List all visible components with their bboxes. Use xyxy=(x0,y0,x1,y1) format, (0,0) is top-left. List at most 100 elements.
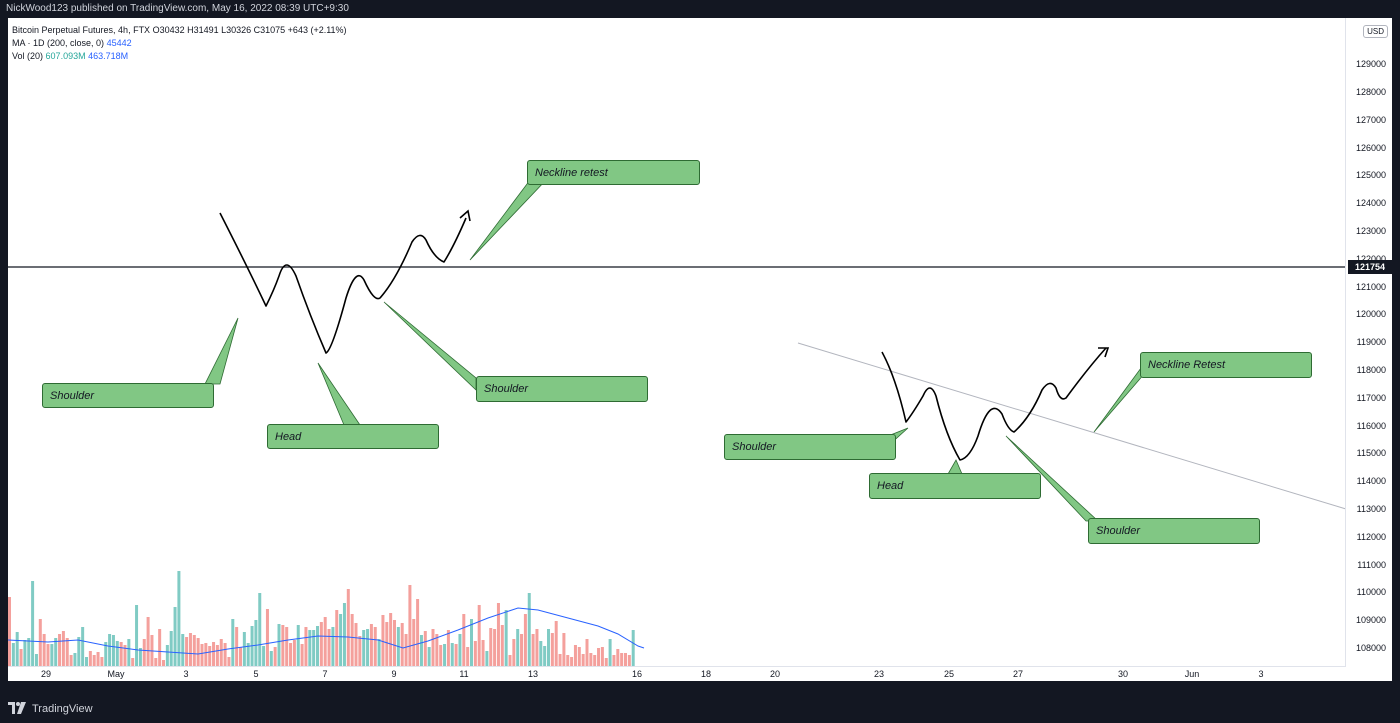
volume-bar xyxy=(462,614,466,667)
volume-bar xyxy=(181,634,185,667)
volume-bar xyxy=(342,603,346,667)
time-tick: 27 xyxy=(1012,669,1024,679)
volume-bar xyxy=(554,621,558,667)
volume-legend: Vol (20) 607.093M 463.718M xyxy=(12,50,347,63)
volume-bar xyxy=(277,624,281,667)
volume-bar xyxy=(73,653,77,667)
volume-bar xyxy=(177,571,181,667)
chart-area[interactable]: Bitcoin Perpetual Futures, 4h, FTX O3043… xyxy=(8,18,1392,681)
volume-bar xyxy=(496,603,500,667)
volume-bar xyxy=(512,639,516,667)
callout-shoulder-1[interactable]: Shoulder xyxy=(42,383,214,408)
volume-bar xyxy=(581,654,585,667)
volume-bar xyxy=(208,646,212,667)
arrow-head-icon xyxy=(1098,347,1110,358)
volume-bar xyxy=(262,646,266,667)
volume-bar xyxy=(123,645,127,667)
volume-bar xyxy=(593,655,597,667)
volume-bar xyxy=(239,647,242,667)
time-tick: 18 xyxy=(700,669,712,679)
volume-bar xyxy=(366,629,370,667)
volume-bar xyxy=(416,599,420,667)
volume-bar xyxy=(558,654,562,667)
volume-bar xyxy=(427,647,431,667)
callout-neckline-retest-2[interactable]: Neckline Retest xyxy=(1140,352,1312,378)
callout-pointer-neckline-1 xyxy=(469,179,547,261)
volume-bar xyxy=(408,585,412,667)
volume-bar xyxy=(316,626,319,667)
callout-neckline-retest-1[interactable]: Neckline retest xyxy=(527,160,700,185)
volume-bar xyxy=(215,645,219,667)
volume-bar xyxy=(304,627,308,667)
inverse-head-shoulders-drawing-1 xyxy=(219,212,467,354)
volume-ma-line xyxy=(8,607,645,655)
time-tick: 30 xyxy=(1117,669,1129,679)
price-tick: 126000 xyxy=(1355,143,1386,153)
volume-bar xyxy=(308,630,312,667)
volume-bar xyxy=(250,626,254,667)
chart-canvas[interactable] xyxy=(8,18,1392,681)
callout-shoulder-2[interactable]: Shoulder xyxy=(476,376,648,402)
currency-badge[interactable]: USD xyxy=(1363,25,1388,38)
volume-bar xyxy=(169,631,173,667)
volume-bar xyxy=(473,641,477,667)
volume-bar xyxy=(127,639,131,667)
callout-head-1[interactable]: Head xyxy=(267,424,439,449)
price-tick: 117000 xyxy=(1356,393,1386,403)
volume-bar xyxy=(458,634,462,667)
volume-bar xyxy=(31,581,35,667)
volume-bar xyxy=(265,609,269,667)
volume-bar xyxy=(493,629,497,667)
tradingview-logo-icon xyxy=(8,701,26,717)
volume-bar xyxy=(281,625,285,667)
volume-bar xyxy=(135,605,139,667)
volume-bar xyxy=(423,631,427,667)
volume-bar xyxy=(273,647,277,667)
volume-bar xyxy=(350,614,354,667)
time-tick: 13 xyxy=(527,669,539,679)
volume-bar xyxy=(573,645,577,667)
volume-bar xyxy=(577,647,581,667)
time-tick: 11 xyxy=(459,669,469,679)
volume-bar xyxy=(131,658,135,667)
volume-bar xyxy=(196,638,200,667)
volume-bar xyxy=(404,634,408,667)
volume-bar xyxy=(566,655,570,667)
volume-bar xyxy=(431,629,435,667)
volume-bar xyxy=(108,634,112,667)
volume-bar xyxy=(296,625,300,667)
volume-bar xyxy=(154,658,158,667)
price-tick: 114000 xyxy=(1356,476,1386,486)
volume-bar xyxy=(520,634,524,667)
volume-bar xyxy=(138,648,142,667)
time-tick: 29 xyxy=(40,669,52,679)
volume-bar xyxy=(323,617,327,667)
volume-bar xyxy=(19,649,23,667)
volume-bar xyxy=(339,614,343,667)
price-tick: 116000 xyxy=(1356,421,1386,431)
volume-bar xyxy=(69,655,73,667)
callout-shoulder-4[interactable]: Shoulder xyxy=(1088,518,1260,544)
callout-shoulder-3[interactable]: Shoulder xyxy=(724,434,896,460)
volume-bar xyxy=(454,644,458,667)
volume-bar xyxy=(54,638,58,667)
volume-bar xyxy=(188,633,192,667)
price-tick: 122000 xyxy=(1355,254,1386,264)
volume-bar xyxy=(100,657,104,667)
symbol-info: Bitcoin Perpetual Futures, 4h, FTX O3043… xyxy=(12,25,347,35)
volume-bar xyxy=(400,623,404,667)
time-axis[interactable]: 29 May 3 5 7 9 11 13 16 18 20 23 25 27 3… xyxy=(8,666,1346,681)
volume-bar xyxy=(362,630,366,667)
time-tick: 20 xyxy=(769,669,781,679)
volume-bar xyxy=(597,648,601,667)
volume-bar xyxy=(219,639,223,667)
volume-bar xyxy=(15,632,19,667)
callout-head-2[interactable]: Head xyxy=(869,473,1041,499)
volume-bar xyxy=(624,653,627,667)
ma-legend: MA · 1D (200, close, 0) 45442 xyxy=(12,37,347,50)
price-axis[interactable]: USD 129000 128000 127000 126000 125000 1… xyxy=(1345,18,1392,681)
volume-bar xyxy=(377,639,381,667)
volume-bar xyxy=(212,642,216,667)
volume-bar xyxy=(223,643,227,667)
volume-bar xyxy=(165,645,169,667)
